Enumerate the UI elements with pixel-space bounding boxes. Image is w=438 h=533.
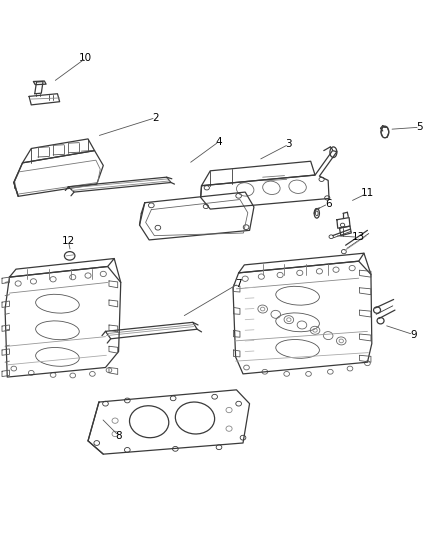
Text: 11: 11: [361, 188, 374, 198]
Text: 5: 5: [417, 122, 423, 132]
Text: 12: 12: [62, 236, 75, 246]
Text: 3: 3: [286, 139, 292, 149]
Text: 2: 2: [152, 112, 159, 123]
Text: 6: 6: [325, 199, 332, 209]
Text: 7: 7: [235, 279, 242, 288]
Text: 8: 8: [115, 431, 122, 441]
Text: 4: 4: [215, 136, 223, 147]
Text: 10: 10: [79, 53, 92, 63]
Text: 9: 9: [410, 329, 417, 340]
Text: 13: 13: [352, 232, 365, 243]
